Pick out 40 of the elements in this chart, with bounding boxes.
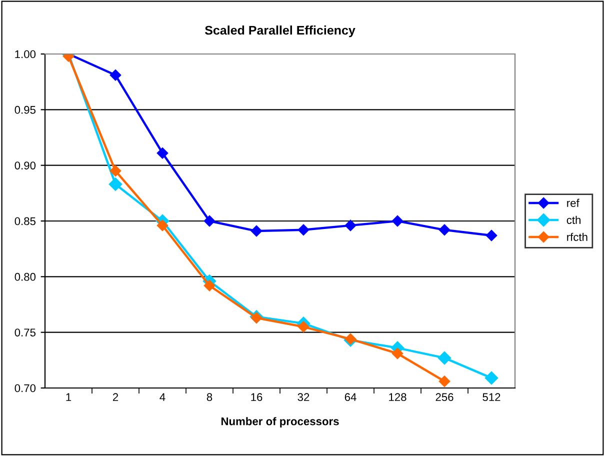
point <box>438 376 450 387</box>
point <box>110 70 122 81</box>
x-tick-label: 4 <box>160 393 166 401</box>
point <box>344 220 356 232</box>
x-tick-label: 64 <box>344 393 356 402</box>
point <box>204 215 216 227</box>
point <box>298 321 310 332</box>
x-axis-title: Number of processors <box>221 417 339 428</box>
point <box>156 147 168 159</box>
y-tick-label: 0.75 <box>14 328 36 336</box>
point <box>156 220 168 232</box>
x-tick-label: 16 <box>251 393 262 402</box>
chart-title: Scaled Parallel Efficiency <box>204 25 356 38</box>
x-tick-label: 8 <box>206 393 212 402</box>
point <box>108 178 122 191</box>
y-tick-label: 0.95 <box>14 106 36 114</box>
point <box>392 348 404 360</box>
point <box>484 371 498 385</box>
x-tick-label: 128 <box>389 393 406 402</box>
legend-label: ref <box>567 198 580 207</box>
point <box>110 165 122 177</box>
y-tick-label: 0.80 <box>14 272 36 281</box>
point <box>250 225 262 237</box>
point <box>438 224 450 236</box>
x-tick-label: 32 <box>298 393 310 402</box>
x-tick-label: 1 <box>66 393 72 401</box>
x-tick-label: 2 <box>112 393 118 401</box>
point <box>438 351 452 365</box>
y-tick-label: 0.90 <box>14 162 36 170</box>
y-tick-label: 0.70 <box>14 384 36 392</box>
y-tick-label: 0.85 <box>14 217 36 226</box>
y-tick-label: 1.00 <box>15 50 36 58</box>
point <box>392 215 404 227</box>
legend-label: cth <box>566 216 580 224</box>
point <box>298 224 310 236</box>
x-tick-label: 512 <box>482 393 500 402</box>
legend-label: rfcth <box>567 232 588 242</box>
x-tick-label: 256 <box>436 393 454 402</box>
point <box>204 280 216 292</box>
point <box>486 230 498 242</box>
